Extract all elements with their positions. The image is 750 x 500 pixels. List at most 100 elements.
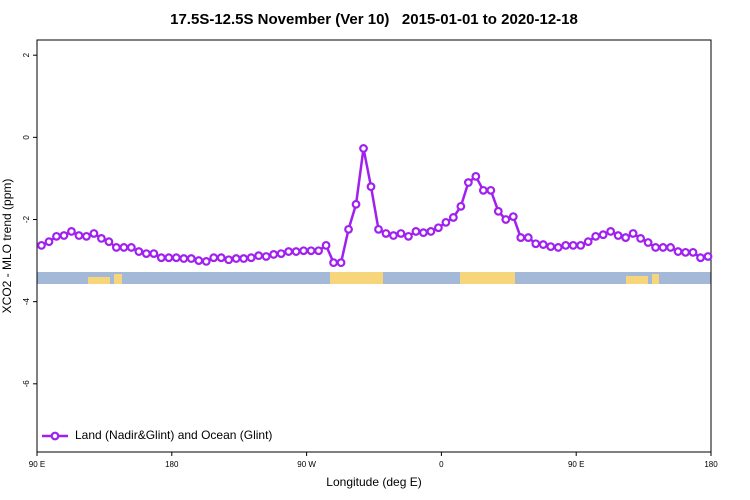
point bbox=[636, 234, 646, 243]
point bbox=[224, 255, 234, 265]
series-line bbox=[40, 148, 709, 264]
point bbox=[471, 171, 481, 181]
point bbox=[546, 242, 556, 252]
plot-frame bbox=[36, 39, 712, 453]
point bbox=[171, 253, 181, 263]
legend-label: Land (Nadir&Glint) and Ocean (Glint) bbox=[75, 428, 272, 442]
x-tick-label: 0 bbox=[439, 460, 444, 469]
point bbox=[74, 231, 84, 240]
point bbox=[209, 253, 219, 263]
point bbox=[201, 257, 211, 266]
point bbox=[658, 243, 668, 252]
point bbox=[374, 224, 383, 234]
point bbox=[651, 243, 660, 252]
point bbox=[478, 185, 488, 195]
point bbox=[598, 230, 608, 240]
point bbox=[37, 240, 46, 250]
point bbox=[149, 249, 159, 258]
point bbox=[696, 253, 705, 263]
y-axis-label: XCO2 - MLO trend (ppm) bbox=[0, 179, 14, 314]
point bbox=[52, 231, 61, 241]
chart-title: 17.5S-12.5S November (Ver 10) 2015-01-01… bbox=[170, 11, 578, 28]
point bbox=[493, 206, 503, 216]
y-tick-label: -2 bbox=[22, 215, 31, 223]
point bbox=[164, 253, 174, 263]
point bbox=[681, 247, 690, 257]
point bbox=[561, 240, 571, 250]
point bbox=[59, 231, 69, 240]
point bbox=[194, 256, 204, 265]
point bbox=[231, 254, 241, 263]
point bbox=[568, 240, 578, 250]
point bbox=[426, 227, 436, 236]
point bbox=[523, 233, 533, 242]
point bbox=[284, 247, 294, 256]
point bbox=[216, 253, 226, 263]
point bbox=[404, 231, 413, 241]
point bbox=[628, 229, 638, 238]
point bbox=[276, 249, 286, 258]
point bbox=[508, 212, 518, 222]
point bbox=[673, 247, 683, 256]
x-tick-label: 90 E bbox=[29, 460, 45, 469]
point bbox=[501, 215, 511, 224]
point bbox=[299, 246, 309, 256]
point bbox=[329, 258, 338, 268]
land-mask bbox=[37, 272, 711, 284]
point bbox=[359, 144, 368, 153]
point bbox=[336, 258, 346, 268]
point bbox=[111, 243, 121, 252]
point bbox=[156, 253, 166, 263]
x-tick-label: 90 W bbox=[297, 460, 316, 469]
point bbox=[239, 254, 249, 263]
point bbox=[344, 224, 353, 234]
point bbox=[606, 227, 616, 236]
point bbox=[254, 251, 264, 261]
point bbox=[381, 229, 391, 238]
point bbox=[104, 237, 114, 247]
point bbox=[613, 231, 623, 240]
point bbox=[419, 228, 428, 238]
point bbox=[434, 223, 443, 233]
point bbox=[119, 243, 129, 252]
point bbox=[688, 247, 698, 257]
point bbox=[583, 237, 593, 247]
point bbox=[314, 246, 323, 256]
x-tick-label: 90 E bbox=[568, 460, 584, 469]
point bbox=[703, 252, 713, 261]
x-axis-label: Longitude (deg E) bbox=[326, 475, 421, 489]
point bbox=[456, 201, 466, 211]
legend-marker bbox=[50, 431, 60, 441]
point bbox=[97, 234, 106, 243]
point bbox=[666, 243, 675, 252]
point bbox=[576, 240, 586, 250]
x-tick-label: 180 bbox=[165, 460, 179, 469]
point bbox=[351, 199, 361, 209]
point bbox=[389, 231, 398, 240]
point bbox=[591, 231, 601, 241]
x-tick-label: 180 bbox=[704, 460, 718, 469]
point bbox=[411, 227, 421, 236]
y-tick-label: -4 bbox=[22, 298, 31, 306]
point bbox=[261, 252, 271, 261]
point bbox=[321, 240, 331, 250]
point bbox=[186, 254, 196, 263]
point bbox=[291, 247, 301, 256]
point bbox=[67, 227, 76, 236]
point bbox=[621, 233, 631, 242]
point bbox=[141, 249, 151, 258]
point bbox=[516, 233, 526, 242]
y-tick-label: 0 bbox=[22, 135, 31, 140]
point bbox=[246, 253, 256, 263]
y-tick-label: 2 bbox=[22, 52, 31, 57]
point bbox=[89, 229, 99, 238]
point bbox=[44, 237, 54, 247]
point bbox=[134, 247, 144, 256]
point bbox=[82, 231, 91, 241]
point bbox=[538, 240, 548, 249]
point bbox=[463, 178, 473, 187]
point bbox=[126, 243, 136, 252]
point bbox=[553, 243, 563, 252]
point bbox=[269, 250, 279, 259]
